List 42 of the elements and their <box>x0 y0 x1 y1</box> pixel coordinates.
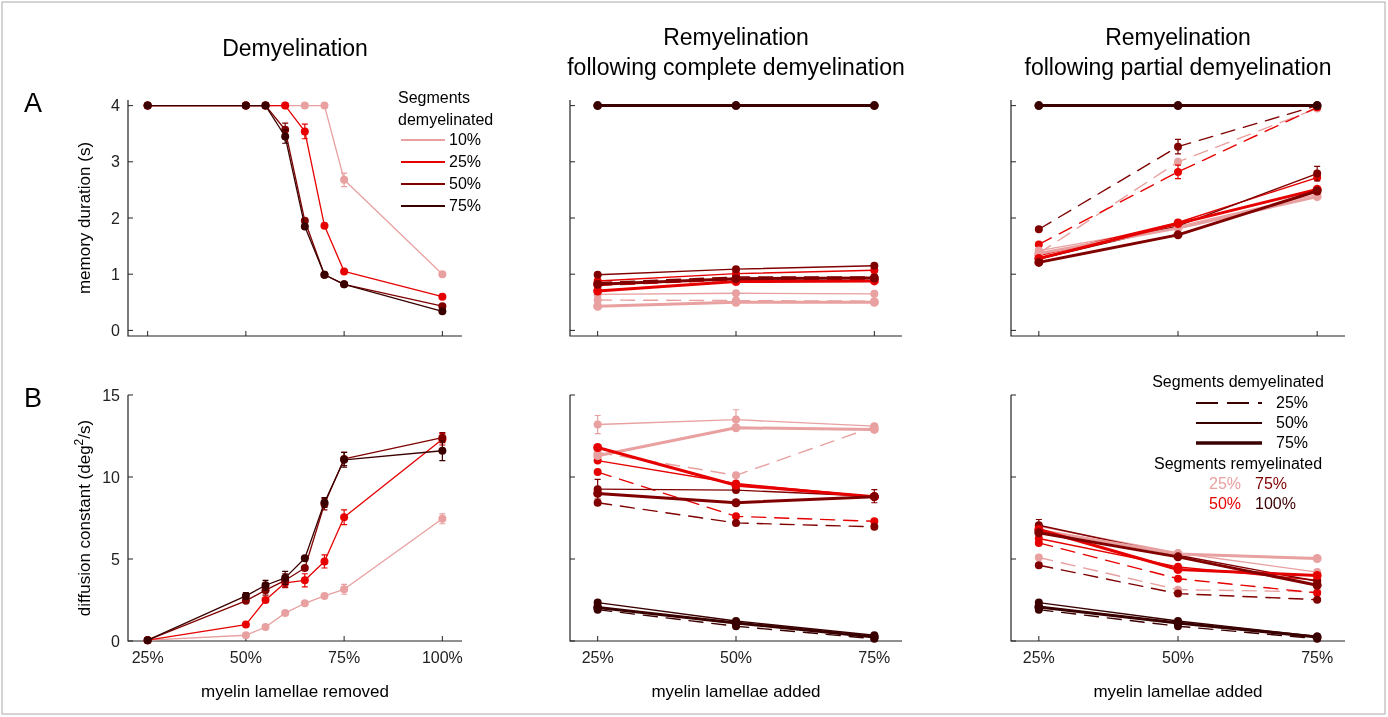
x-tick-label: 75% <box>858 649 891 666</box>
y-tick-label: 10 <box>102 468 121 486</box>
x-tick-label: 75% <box>328 649 361 666</box>
y-tick-label: 1 <box>111 265 121 283</box>
x-axis-title: myelin lamellae added <box>1093 682 1263 701</box>
chart-title: Remyelination following partial demyelination <box>1024 24 1332 80</box>
x-tick-label: 25% <box>1022 649 1055 666</box>
annotation: 50% <box>1276 414 1309 431</box>
text: A <box>24 88 43 118</box>
y-tick-label: 4 <box>111 97 121 115</box>
annotation: 75% <box>1276 434 1309 451</box>
chart-title: Remyelination following complete demyelination <box>567 24 905 80</box>
x-tick-label: 25% <box>131 649 164 666</box>
y-tick-label: 15 <box>102 386 121 404</box>
legend-label: 10% <box>449 131 482 148</box>
y-tick-label: 3 <box>111 153 121 171</box>
text: B <box>24 383 43 413</box>
legend-label: 25% <box>449 153 482 170</box>
y-tick-label: 2 <box>111 209 121 227</box>
legend-label: 75% <box>449 197 482 214</box>
y-tick-label: 5 <box>111 550 121 568</box>
x-tick-label: 75% <box>1301 649 1334 666</box>
x-axis-title: myelin lamellae added <box>651 682 821 701</box>
x-tick-label: 100% <box>421 649 463 666</box>
legend-title: Segments demyelinated <box>398 89 494 128</box>
x-tick-label: 50% <box>229 649 262 666</box>
x-axis-title: myelin lamellae removed <box>200 682 390 701</box>
annotation: 50% <box>1209 495 1242 512</box>
x-tick-label: 50% <box>719 649 753 666</box>
x-tick-label: 25% <box>581 649 614 666</box>
y-axis-title: memory duration (s) <box>75 141 94 295</box>
legend-label: 50% <box>449 175 482 192</box>
annotation: 100% <box>1255 495 1296 512</box>
y-tick-label: 0 <box>111 321 121 339</box>
annotation: Segments remyelinated <box>1153 455 1323 472</box>
y-tick-label: 0 <box>111 632 121 650</box>
annotation: 25% <box>1209 475 1242 492</box>
x-tick-label: 50% <box>1161 649 1195 666</box>
legend-title: Segments demyelinated <box>1152 373 1324 390</box>
annotation: 75% <box>1255 475 1288 492</box>
chart-title: Demyelination <box>222 35 368 61</box>
annotation: 25% <box>1276 394 1309 411</box>
